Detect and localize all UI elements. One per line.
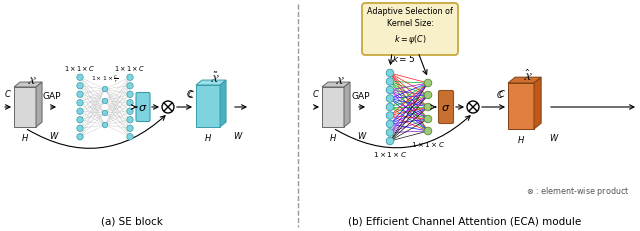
Circle shape xyxy=(77,92,83,98)
Text: $\mathcal{X}$: $\mathcal{X}$ xyxy=(27,76,36,86)
Circle shape xyxy=(127,75,133,81)
Circle shape xyxy=(127,134,133,140)
Polygon shape xyxy=(508,78,541,84)
Circle shape xyxy=(386,87,394,94)
Polygon shape xyxy=(508,84,534,129)
Text: $C$: $C$ xyxy=(312,88,320,99)
Polygon shape xyxy=(14,83,42,88)
Text: $W$: $W$ xyxy=(233,129,244,140)
FancyBboxPatch shape xyxy=(136,93,150,122)
Text: GAP: GAP xyxy=(43,92,61,100)
Text: $C$: $C$ xyxy=(186,88,194,99)
Text: (a) SE block: (a) SE block xyxy=(101,216,163,226)
Polygon shape xyxy=(322,88,344,128)
Circle shape xyxy=(467,102,479,113)
Circle shape xyxy=(77,75,83,81)
Text: Adaptive Selection of
Kernel Size:
$k = \psi(C)$: Adaptive Selection of Kernel Size: $k = … xyxy=(367,6,453,45)
Circle shape xyxy=(424,92,432,99)
Text: GAP: GAP xyxy=(352,92,371,100)
Circle shape xyxy=(386,121,394,128)
Text: $1\times1\times C$: $1\times1\times C$ xyxy=(411,139,445,148)
Circle shape xyxy=(386,104,394,111)
FancyArrowPatch shape xyxy=(335,116,470,148)
FancyArrowPatch shape xyxy=(28,116,165,149)
Text: $C$: $C$ xyxy=(498,88,506,99)
Polygon shape xyxy=(534,78,541,129)
Circle shape xyxy=(127,92,133,98)
Text: $H$: $H$ xyxy=(517,134,525,144)
Circle shape xyxy=(127,100,133,106)
Polygon shape xyxy=(220,81,226,128)
Circle shape xyxy=(424,116,432,123)
FancyBboxPatch shape xyxy=(362,4,458,56)
Circle shape xyxy=(127,125,133,132)
Circle shape xyxy=(77,100,83,106)
Text: $1\times1\times C$: $1\times1\times C$ xyxy=(65,64,95,73)
Text: $W$: $W$ xyxy=(549,131,559,142)
Circle shape xyxy=(77,117,83,123)
Text: $C$: $C$ xyxy=(4,88,12,99)
Text: $H$: $H$ xyxy=(329,131,337,142)
Circle shape xyxy=(127,117,133,123)
Text: $1\times1\times C$: $1\times1\times C$ xyxy=(115,64,146,73)
Circle shape xyxy=(127,83,133,90)
Polygon shape xyxy=(196,86,220,128)
Circle shape xyxy=(386,95,394,103)
Text: $H$: $H$ xyxy=(21,131,29,142)
Circle shape xyxy=(386,112,394,120)
Circle shape xyxy=(162,102,174,113)
Circle shape xyxy=(424,80,432,87)
Circle shape xyxy=(127,109,133,115)
Polygon shape xyxy=(322,83,350,88)
Text: $k = 5$: $k = 5$ xyxy=(392,53,415,64)
Text: $W$: $W$ xyxy=(357,129,367,140)
Polygon shape xyxy=(36,83,42,128)
Circle shape xyxy=(102,99,108,104)
Circle shape xyxy=(386,70,394,77)
Circle shape xyxy=(102,123,108,128)
Circle shape xyxy=(77,83,83,90)
Polygon shape xyxy=(14,88,36,128)
FancyBboxPatch shape xyxy=(438,91,454,124)
Polygon shape xyxy=(196,81,226,86)
Circle shape xyxy=(102,111,108,116)
Text: $C$: $C$ xyxy=(187,89,195,100)
Circle shape xyxy=(386,138,394,145)
Circle shape xyxy=(424,104,432,111)
Text: $W$: $W$ xyxy=(49,129,60,140)
Circle shape xyxy=(77,125,83,132)
Circle shape xyxy=(424,128,432,135)
Text: $\sigma$: $\sigma$ xyxy=(442,103,451,112)
Text: $\tilde{\mathcal{X}}$: $\tilde{\mathcal{X}}$ xyxy=(210,70,220,84)
Circle shape xyxy=(102,87,108,92)
Text: $\hat{\mathcal{X}}$: $\hat{\mathcal{X}}$ xyxy=(523,67,532,82)
Polygon shape xyxy=(344,83,350,128)
Text: $\mathcal{X}$: $\mathcal{X}$ xyxy=(335,76,344,86)
Text: $\sigma$: $\sigma$ xyxy=(138,103,148,112)
Circle shape xyxy=(386,78,394,86)
Text: $1\times1\times\frac{C}{r}$: $1\times1\times\frac{C}{r}$ xyxy=(92,73,118,85)
Circle shape xyxy=(77,109,83,115)
Circle shape xyxy=(386,129,394,137)
Text: $1\times1\times C$: $1\times1\times C$ xyxy=(373,149,407,158)
Text: (b) Efficient Channel Attention (ECA) module: (b) Efficient Channel Attention (ECA) mo… xyxy=(348,216,582,226)
Text: $H$: $H$ xyxy=(204,131,212,142)
Text: $\otimes$ : element-wise product: $\otimes$ : element-wise product xyxy=(527,185,630,198)
Circle shape xyxy=(77,134,83,140)
Text: $C$: $C$ xyxy=(496,89,504,100)
